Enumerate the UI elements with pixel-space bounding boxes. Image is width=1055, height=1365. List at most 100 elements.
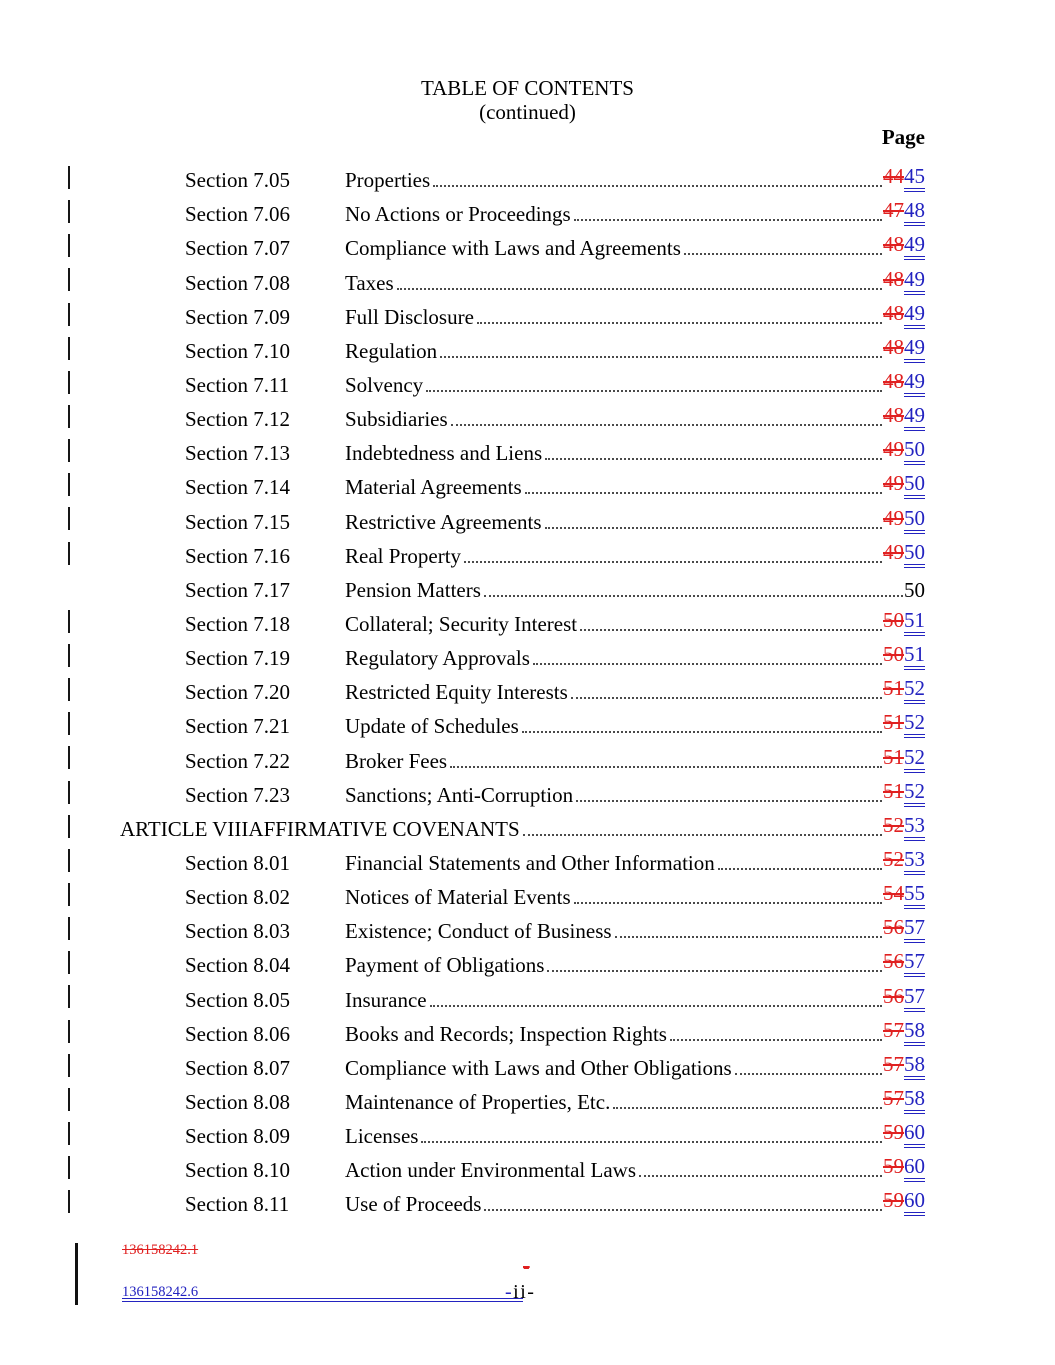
page-number-old: 49 [883, 505, 904, 530]
dot-leader [433, 185, 882, 188]
dot-leader [545, 458, 882, 461]
toc-row: Section 7.22 Broker Fees 51 52 [0, 738, 1055, 773]
change-bar [68, 200, 70, 224]
page-number-new: 50 [904, 437, 925, 466]
dot-leader [524, 492, 882, 495]
toc-row: Section 7.17 Pension Matters 50 [0, 568, 1055, 602]
page-number-new: 45 [904, 164, 925, 193]
change-bar [68, 951, 70, 975]
section-label: Section 7.06 [185, 202, 290, 227]
page-number-old: 48 [883, 334, 904, 359]
section-title: Restrictive Agreements [345, 509, 542, 534]
toc-row: Section 7.12 Subsidiaries 48 49 [0, 397, 1055, 432]
page-number: 57 58 [883, 1086, 925, 1114]
article-title: AFFIRMATIVE COVENANTS [248, 816, 520, 841]
section-title: Insurance [345, 987, 427, 1012]
page-number-old: 59 [883, 1154, 904, 1179]
page-number-old: 57 [883, 1051, 904, 1076]
page-number-old: 48 [883, 368, 904, 393]
toc-row: Section 7.15 Restrictive Agreements 49 50 [0, 499, 1055, 534]
dot-leader [421, 1141, 882, 1144]
change-bar [68, 917, 70, 941]
section-title: Properties [345, 168, 431, 193]
dot-leader [429, 1004, 882, 1007]
page-number-new: 49 [904, 335, 925, 363]
toc-row: Section 7.07 Compliance with Laws and Agr… [0, 226, 1055, 261]
page-number-new: 60 [904, 1188, 925, 1217]
page-number-old: 48 [883, 403, 904, 428]
section-label: Section 7.21 [185, 714, 290, 739]
page-number-old: 52 [883, 846, 904, 871]
page-number-old: 49 [883, 437, 904, 462]
section-label: Section 8.10 [185, 1158, 290, 1183]
dot-leader [573, 219, 882, 222]
change-bar [68, 507, 70, 531]
page-number: 48 49 [883, 232, 925, 261]
page-number-new: 60 [904, 1154, 925, 1183]
footer-doc-number-inserted-line: 136158242.6 [122, 1284, 523, 1302]
page-number-new: 49 [904, 232, 925, 261]
dot-leader [547, 970, 882, 973]
toc-row: Section 8.08 Maintenance of Properties, E… [0, 1080, 1055, 1114]
page-number-old: 51 [883, 778, 904, 803]
footer-doc-number-deleted: 136158242.1 [122, 1242, 199, 1258]
section-label: Section 7.07 [185, 236, 290, 261]
section-label: Section 7.15 [185, 509, 290, 534]
doc-header: TABLE OF CONTENTS (continued) [0, 76, 1055, 124]
page-number: 57 58 [883, 1052, 925, 1080]
page-number: 52 53 [883, 813, 925, 841]
page-number-new: 60 [904, 1120, 925, 1149]
page-number: 56 57 [883, 915, 925, 944]
section-label: Section 7.11 [185, 372, 290, 397]
change-bar [68, 1087, 70, 1111]
toc-row: Section 8.09 Licenses 59 60 [0, 1114, 1055, 1149]
section-label: Section 7.05 [185, 168, 290, 193]
toc-row: Section 7.19 Regulatory Approvals 50 51 [0, 636, 1055, 671]
page-number-old: 48 [883, 232, 904, 257]
section-label: Section 7.22 [185, 748, 290, 773]
page-number-new: 49 [904, 403, 925, 432]
page-number-new: 57 [904, 949, 925, 978]
toc-row: Section 8.11 Use of Proceeds 59 60 [0, 1182, 1055, 1217]
section-label: Section 8.01 [185, 850, 290, 875]
page-number-new: 57 [904, 915, 925, 944]
toc-row: Section 7.13 Indebtedness and Liens 49 50 [0, 431, 1055, 466]
change-bar [68, 848, 70, 872]
change-bar [68, 678, 70, 702]
dot-leader [450, 424, 882, 427]
change-bar [68, 882, 70, 906]
dot-leader [522, 833, 882, 836]
change-bar [68, 336, 70, 360]
page-number-new: 49 [904, 301, 925, 329]
page-number-old: 57 [883, 1085, 904, 1110]
page-number-new: 58 [904, 1018, 925, 1046]
page-number-old: 56 [883, 915, 904, 940]
toc-row: Section 7.16 Real Property 49 50 [0, 534, 1055, 568]
page-number: 59 60 [883, 1154, 925, 1183]
section-title: Books and Records; Inspection Rights [345, 1021, 667, 1046]
article-label: ARTICLE VIII [120, 816, 249, 841]
change-bar [68, 268, 70, 292]
page-number: 50 51 [883, 642, 925, 671]
page-number: 59 60 [883, 1188, 925, 1217]
toc-row: Section 7.18 Collateral; Security Interes… [0, 602, 1055, 636]
page-number-new: 57 [904, 984, 925, 1012]
toc-row: Section 8.04 Payment of Obligations 56 57 [0, 943, 1055, 978]
page-number: 52 53 [883, 847, 925, 875]
section-title: Action under Environmental Laws [345, 1158, 637, 1183]
change-bar [68, 302, 70, 326]
toc-row: Section 7.10 Regulation 48 49 [0, 329, 1055, 363]
toc-row: Section 7.05 Properties 44 45 [0, 158, 1055, 193]
change-bar [68, 780, 70, 804]
section-title: Existence; Conduct of Business [345, 919, 612, 944]
section-label: Section 7.10 [185, 338, 290, 363]
page-number-new: 58 [904, 1086, 925, 1114]
change-bar [68, 1053, 70, 1077]
toc-row: Section 7.14 Material Agreements 49 50 [0, 465, 1055, 500]
dot-leader [576, 799, 882, 802]
toc-row: Section 8.06 Books and Records; Inspectio… [0, 1012, 1055, 1046]
page-number-new: 53 [904, 813, 925, 841]
section-title: Regulatory Approvals [345, 646, 530, 671]
page-number-new: 50 [904, 506, 925, 534]
section-title: Compliance with Laws and Other Obligatio… [345, 1055, 732, 1080]
